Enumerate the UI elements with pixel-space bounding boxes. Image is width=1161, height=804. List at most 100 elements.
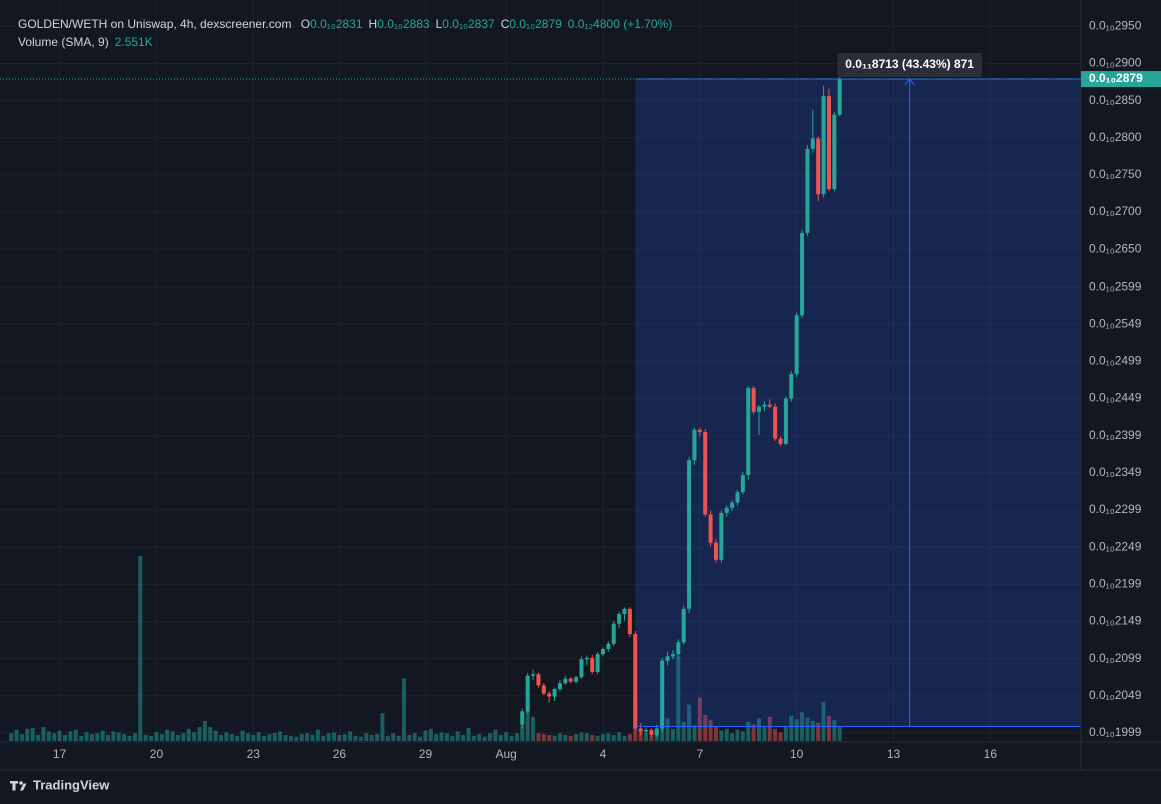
volume-bar [240,730,245,741]
volume-bar [283,734,288,741]
candle-body [821,96,826,195]
volume-bar [95,733,100,741]
header-legend: GOLDEN/WETH on Uniswap, 4h, dexscreener.… [18,17,678,31]
ohlc-key: C [500,17,510,31]
volume-bar [547,734,552,741]
volume-bar [681,721,686,741]
candle-body [681,608,686,643]
candle-body [805,148,810,233]
volume-bar [288,735,293,741]
candle-body [606,643,611,649]
chart-title: GOLDEN/WETH on Uniswap, 4h, dexscreener.… [18,17,292,31]
volume-bar [638,730,643,741]
volume-bar [740,731,745,741]
candle-body [730,502,735,508]
candle-body [665,656,670,661]
volume-bar [418,736,423,741]
last-price-badge [1081,71,1161,88]
volume-bar [149,735,154,741]
volume-bar [391,733,396,741]
volume-bar [385,735,390,741]
volume-bar [337,734,342,741]
volume-bar [219,734,224,741]
volume-bar [353,735,358,741]
last-price-label: 0.0₁₀2879 [1089,71,1143,85]
volume-bar [600,734,605,741]
volume-bar [466,727,471,741]
volume-bar [57,730,62,741]
volume-bar [127,735,132,741]
candle-body [762,404,767,407]
volume-bar [654,732,659,741]
ohlc-value: 0.0₁₀2831 [310,17,363,31]
volume-bar [348,731,353,741]
change: 0.0₁₂4800 (+1.70%) [567,17,673,31]
candle-body [751,388,756,412]
volume-bar [455,731,460,741]
volume-bar [111,731,116,741]
volume-bar [767,716,772,741]
volume-bar [471,735,476,741]
volume-bar [331,732,336,741]
y-tick-label: 0.0₁₀2099 [1089,651,1142,665]
volume-value: 2.551K [114,35,153,49]
candle-body [767,404,772,407]
volume-bar [670,728,675,741]
volume-bar [46,731,51,741]
volume-bar [170,731,175,741]
y-tick-label: 0.0₁₀2800 [1089,130,1142,144]
volume-bar [186,728,191,741]
volume-bar [568,735,573,741]
y-tick-label: 0.0₁₀2549 [1089,316,1142,330]
volume-bar [84,732,89,741]
candle-body [660,660,665,729]
candle-body [579,659,584,678]
y-tick-label: 0.0₁₀2700 [1089,204,1142,218]
y-tick-label: 0.0₁₀2750 [1089,167,1142,181]
volume-bar [488,733,493,741]
volume-bar [229,734,234,741]
volume-bar [396,735,401,741]
volume-bar [574,734,579,741]
volume-bar [19,734,24,741]
volume-bar [369,734,374,741]
volume-bar [493,729,498,741]
volume-bar [106,734,111,741]
volume-bar [154,732,159,741]
volume-bar [143,734,148,741]
candle-body [638,728,643,732]
volume-bar [181,733,186,741]
volume-bar [590,734,595,741]
x-tick-label: Aug [495,747,516,761]
candle-body [627,608,632,635]
candle-body [713,542,718,560]
volume-bar [342,734,347,741]
volume-bar [299,734,304,741]
x-tick-label: 26 [333,747,347,761]
volume-bar [531,716,536,741]
y-tick-label: 0.0₁₀2900 [1089,56,1142,70]
volume-bar [579,732,584,741]
candle-body [826,96,831,190]
volume-bar [159,734,164,741]
volume-bar [783,726,788,741]
volume-bar [79,735,84,741]
volume-bar [315,729,320,741]
volume-bar [235,735,240,741]
candle-body [703,432,708,515]
volume-bar [122,734,127,741]
candle-body [633,634,638,729]
volume-bar [552,735,557,741]
volume-bar [627,734,632,741]
volume-bar [224,732,229,741]
candle-body [832,114,837,190]
volume-bar [837,726,842,741]
x-tick-label: 7 [696,747,703,761]
candle-body [568,678,573,682]
volume-bar [751,724,756,741]
candle-body [644,729,649,732]
volume-bar [536,733,541,741]
volume-bar [41,727,46,741]
y-tick-label: 0.0₁₀2950 [1089,18,1142,32]
